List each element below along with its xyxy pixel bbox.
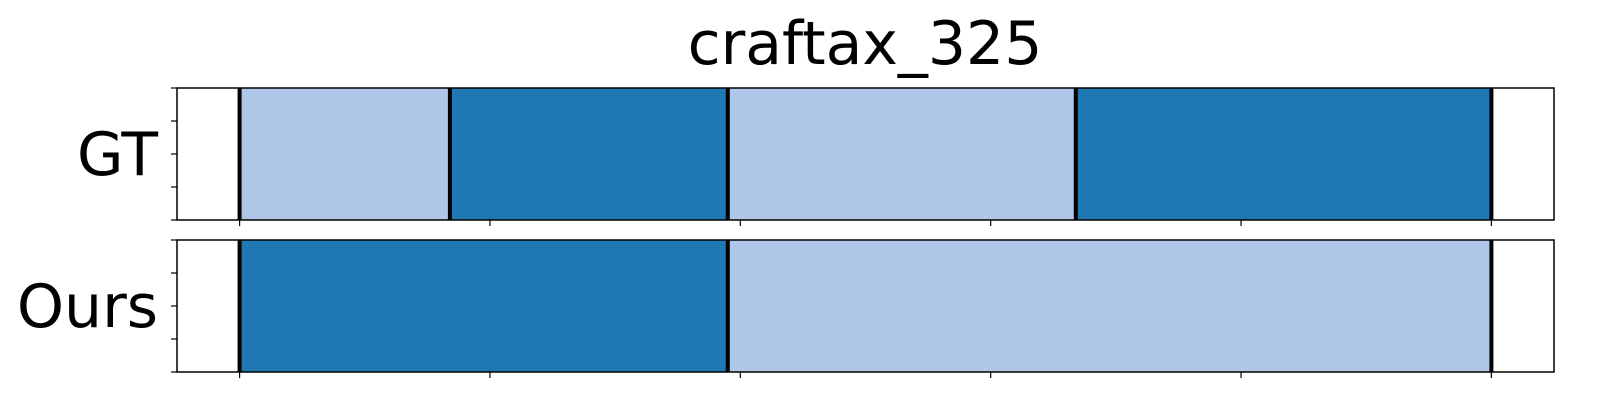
chart-rows: GT Ours xyxy=(17,87,1555,378)
row-1: Ours xyxy=(17,239,1555,378)
row-label-gt: GT xyxy=(77,120,158,190)
segment-0-1 xyxy=(449,88,728,220)
segment-1-0 xyxy=(239,240,728,372)
segment-0-0 xyxy=(239,88,450,220)
row-0: GT xyxy=(77,87,1555,226)
chart-title: craftax_325 xyxy=(688,9,1043,79)
segment-0-3 xyxy=(1075,88,1492,220)
row-label-ours: Ours xyxy=(17,272,158,342)
segment-0-2 xyxy=(727,88,1076,220)
segment-1-1 xyxy=(727,240,1492,372)
